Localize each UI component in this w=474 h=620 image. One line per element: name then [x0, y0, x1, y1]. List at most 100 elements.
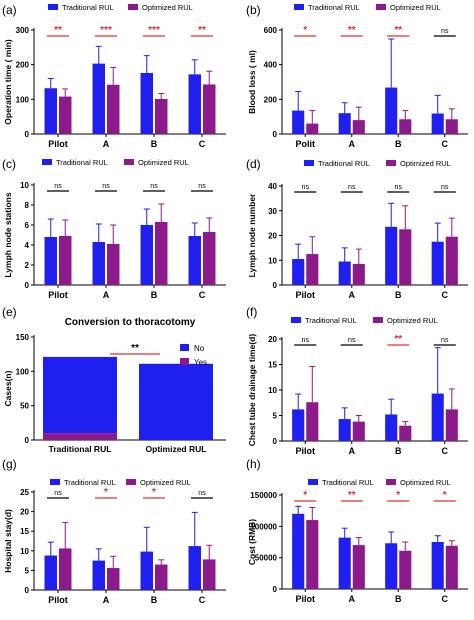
legend-swatch [304, 160, 314, 166]
x-tick-label: A [349, 139, 356, 149]
significance-mark: ** [198, 25, 206, 36]
significance-mark: ** [131, 343, 139, 354]
panel-label: (a) [2, 3, 17, 17]
bar-optimized [306, 123, 319, 134]
bar-traditional [140, 551, 153, 590]
x-tick-label: Pilot [296, 446, 316, 456]
x-tick-label: C [442, 139, 449, 149]
y-tick-label: 15 [20, 527, 29, 536]
bar-optimized [306, 402, 319, 441]
bar-optimized [445, 409, 458, 441]
y-tick-label: 0 [273, 281, 278, 290]
legend-swatch [291, 317, 301, 323]
y-tick-label: 20 [20, 508, 29, 517]
legend-label: Optimized RUL [142, 3, 193, 12]
bar-optimized [399, 425, 412, 441]
panel-label: (e) [2, 305, 17, 319]
y-tick-label: 0 [273, 437, 278, 446]
bar-traditional [431, 542, 444, 589]
significance-mark: ns [198, 183, 206, 190]
x-tick-label: Pilot [296, 594, 316, 604]
y-tick-label: 0 [25, 586, 30, 595]
significance-mark: *** [100, 25, 112, 36]
significance-mark: ** [394, 334, 402, 345]
bar-optimized [445, 119, 458, 134]
bar-optimized [445, 545, 458, 589]
legend-label: Optimized RUL [387, 316, 438, 325]
bar-traditional [292, 110, 305, 134]
significance-mark: ns [441, 184, 449, 191]
y-tick-label: 6 [25, 221, 30, 230]
bar-optimized [155, 98, 168, 134]
bar-traditional [140, 225, 153, 285]
legend-label: Traditional RUL [62, 3, 114, 12]
bar-traditional [385, 87, 398, 134]
x-tick-label: B [151, 595, 158, 605]
y-tick-label: 40 [268, 182, 277, 191]
significance-mark: ns [198, 490, 206, 497]
y-tick-label: 4 [25, 241, 30, 250]
y-tick-label: 20 [268, 232, 277, 241]
bar-traditional [92, 63, 105, 135]
significance-mark: ns [302, 337, 310, 344]
y-tick-label: 5 [273, 412, 278, 421]
bar-traditional [292, 409, 305, 441]
significance-mark: ns [102, 183, 110, 190]
x-tick-label: B [151, 139, 158, 149]
x-tick-label: B [151, 290, 158, 300]
y-axis-label: Hospital stay(d) [3, 509, 13, 573]
bar-optimized [306, 254, 319, 285]
significance-mark: ns [441, 28, 449, 35]
bar-optimized [59, 96, 72, 134]
x-tick-label: B [395, 139, 402, 149]
bar-traditional [44, 88, 57, 134]
bar-traditional [338, 537, 351, 589]
panel-b: (b) Blood loss ( ml) 0 200 400 600 Polit * A ** B *… [246, 3, 468, 149]
legend-swatch [180, 358, 189, 365]
bar-traditional [385, 414, 398, 441]
significance-mark: * [104, 487, 108, 498]
bar-optimized [155, 564, 168, 590]
legend-swatch [373, 317, 383, 323]
bar-traditional [92, 242, 105, 285]
significance-mark: ** [54, 25, 62, 36]
panel-d: (d) Lymph node number 0 10 20 30 40 Pilot ns Ans B… [246, 157, 468, 300]
significance-mark: * [303, 25, 307, 36]
x-tick-label: B [395, 594, 402, 604]
legend-label: Traditional RUL [305, 316, 357, 325]
y-axis-label: Operation time ( min) [3, 39, 13, 125]
y-tick-label: 600 [264, 26, 278, 35]
y-tick-label: 25 [20, 488, 29, 497]
panel-label: (d) [246, 157, 261, 171]
legend-label: Optimized RUL [138, 158, 189, 167]
y-tick-label: 0 [25, 436, 30, 445]
significance-mark: ns [54, 490, 62, 497]
legend-label: Optimized RUL [400, 159, 451, 168]
legend-label: Traditional RUL [322, 478, 374, 487]
y-tick-label: 400 [264, 61, 278, 70]
significance-mark: * [443, 490, 447, 501]
y-axis-label: Lymph node stations [3, 192, 13, 277]
panel-label: (h) [246, 457, 261, 471]
significance-mark: ** [348, 490, 356, 501]
x-tick-label: B [395, 290, 402, 300]
significance-mark: * [152, 487, 156, 498]
x-tick-label: A [103, 595, 110, 605]
significance-mark: ns [348, 337, 356, 344]
bar-traditional [292, 513, 305, 589]
bar-optimized [399, 119, 412, 134]
significance-mark: * [396, 490, 400, 501]
y-tick-label: 10 [268, 256, 277, 265]
y-axis-label: Cases(n) [3, 370, 13, 406]
bar-optimized [203, 84, 216, 134]
bar-optimized [107, 568, 120, 590]
significance-mark: ns [150, 183, 158, 190]
y-tick-label: 150000 [250, 491, 277, 500]
legend-swatch [308, 479, 318, 485]
bar-yes [43, 433, 117, 440]
significance-mark: ns [395, 184, 403, 191]
x-tick-label: A [103, 290, 110, 300]
panel-label: (c) [2, 157, 16, 171]
x-tick-label: Pilot [296, 290, 316, 300]
bar-traditional [385, 226, 398, 285]
